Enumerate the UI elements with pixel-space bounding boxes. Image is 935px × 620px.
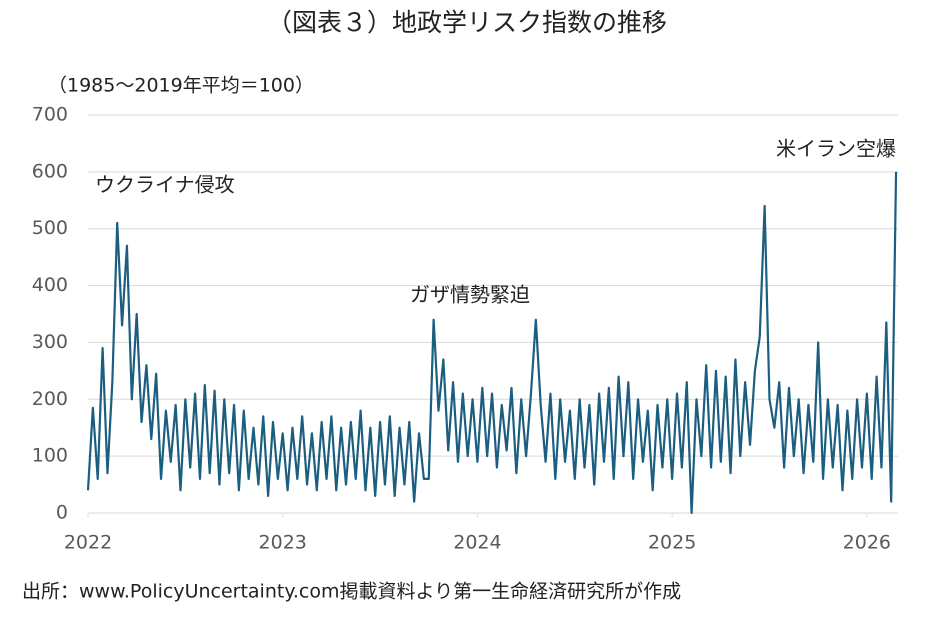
- y-tick-label: 600: [32, 160, 68, 182]
- y-tick-label: 500: [32, 217, 68, 239]
- x-tick-label: 2024: [453, 532, 501, 554]
- y-tick-label: 200: [32, 388, 68, 410]
- y-tick-label: 300: [32, 331, 68, 353]
- annotation: ウクライナ侵攻: [95, 173, 235, 197]
- x-tick-label: 2023: [259, 532, 307, 554]
- y-axis-label: （1985～2019年平均＝100）: [48, 75, 314, 97]
- annotation: 米イラン空爆: [776, 137, 896, 161]
- source-note: 出所：www.PolicyUncertainty.com掲載資料より第一生命経済…: [22, 581, 681, 603]
- y-tick-label: 100: [32, 445, 68, 467]
- data-line: [86, 171, 898, 515]
- y-tick-label: 700: [32, 104, 68, 126]
- x-tick-label: 2022: [64, 532, 112, 554]
- y-tick-label: 400: [32, 274, 68, 296]
- chart-title: （図表３）地政学リスク指数の推移: [267, 8, 667, 37]
- annotation: ガザ情勢緊迫: [410, 283, 530, 307]
- x-tick-label: 2026: [843, 532, 891, 554]
- x-tick-label: 2025: [648, 532, 696, 554]
- y-tick-label: 0: [56, 502, 68, 524]
